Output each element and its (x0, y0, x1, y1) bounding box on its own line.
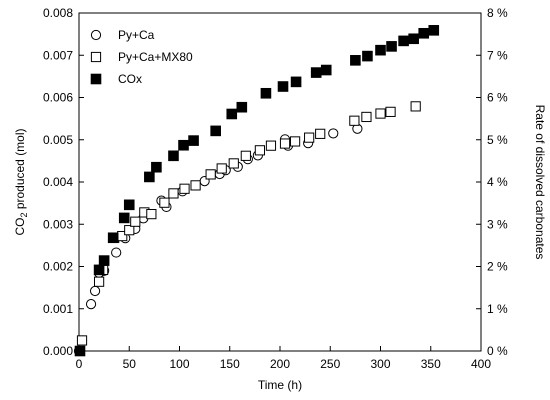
y-right-tick-label: 4 % (487, 175, 508, 189)
data-point (277, 81, 289, 92)
y-right-tick-label: 7 % (487, 48, 508, 62)
data-point (178, 139, 189, 151)
x-tick-label: 0 (76, 357, 83, 371)
data-point (428, 25, 440, 36)
data-point (216, 163, 227, 174)
data-point (375, 44, 386, 56)
y-left-tick-label: 0.007 (43, 48, 73, 62)
data-point (94, 276, 105, 287)
data-point (205, 169, 216, 180)
y-right-tick-label: 1 % (487, 302, 508, 316)
legend: Py+Ca Py+Ca+MX80 COx (90, 28, 193, 86)
axes: 0 50 100 150 200 250 300 350 400 0.000 0.001 0.002 0… (13, 6, 547, 392)
data-marks (73, 25, 440, 357)
data-point (210, 125, 221, 137)
data-point (144, 171, 155, 183)
y-right-tick-label: 0 % (487, 344, 508, 358)
data-point (118, 212, 130, 224)
data-point (123, 199, 135, 211)
data-point (74, 345, 86, 357)
y-right-tick-label: 5 % (487, 133, 508, 147)
data-point (93, 264, 105, 276)
data-point (98, 255, 110, 266)
y-left-tick-label: 0.001 (43, 302, 73, 316)
y-left-tick-label: 0.002 (43, 260, 73, 274)
data-point (190, 180, 201, 191)
data-point (188, 135, 199, 146)
data-point (310, 67, 322, 78)
data-point (107, 232, 119, 244)
legend-label: Py+Ca (118, 28, 155, 42)
y-right-tick-label: 3 % (487, 217, 508, 231)
y-right-tick-label: 2 % (487, 260, 508, 274)
series-cox (74, 25, 440, 357)
data-point (226, 108, 238, 120)
y-left-tick-label: 0.006 (43, 91, 73, 105)
data-point (254, 145, 266, 156)
data-point (279, 138, 291, 149)
data-point (111, 247, 122, 258)
x-tick-label: 100 (169, 357, 189, 371)
legend-label: Py+Ca+MX80 (118, 50, 193, 64)
y-left-tick-label: 0.003 (43, 217, 73, 231)
data-point (260, 87, 272, 99)
data-point (410, 101, 421, 112)
x-tick-label: 50 (123, 357, 137, 371)
data-point (361, 111, 372, 123)
legend-label: COx (118, 72, 142, 86)
x-tick-label: 400 (471, 357, 491, 371)
data-point (304, 132, 315, 143)
data-point (328, 128, 339, 139)
x-tick-label: 200 (270, 357, 290, 371)
y-left-axis-label: CO2 produced (mol) (13, 128, 29, 235)
data-point (236, 101, 248, 113)
data-point (290, 76, 302, 88)
data-point (146, 209, 157, 220)
y-right-tick-label: 6 % (487, 91, 508, 105)
data-point (228, 158, 239, 169)
legend-marker (90, 51, 102, 63)
data-point (418, 27, 430, 39)
data-point (124, 225, 135, 236)
legend-marker (90, 29, 102, 41)
data-point (385, 106, 396, 117)
data-point (289, 136, 301, 147)
x-tick-label: 350 (421, 357, 441, 371)
legend-marker (90, 73, 102, 85)
data-point (386, 41, 397, 52)
y-left-tick-label: 0.005 (43, 133, 73, 147)
data-point (350, 55, 361, 66)
data-point (375, 108, 386, 119)
data-point (168, 150, 179, 162)
data-point (168, 188, 179, 199)
y-left-tick-label: 0.000 (43, 344, 73, 358)
data-point (320, 64, 332, 76)
data-point (89, 285, 101, 297)
data-point (240, 150, 251, 161)
series-py-ca-mx80 (76, 101, 421, 346)
y-left-tick-label: 0.008 (43, 6, 73, 20)
data-point (349, 115, 360, 126)
x-tick-label: 150 (220, 357, 240, 371)
x-tick-label: 300 (370, 357, 390, 371)
data-point (179, 183, 190, 194)
data-point (408, 33, 419, 45)
x-axis-label: Time (h) (258, 378, 302, 392)
y-right-tick-label: 8 % (487, 6, 508, 20)
data-point (362, 50, 373, 62)
x-tick-label: 250 (320, 357, 340, 371)
data-point (85, 299, 97, 310)
y-left-tick-label: 0.004 (43, 175, 73, 189)
data-point (398, 35, 409, 47)
data-point (315, 128, 326, 139)
data-point (265, 140, 277, 151)
data-point (159, 197, 170, 208)
data-point (76, 335, 88, 346)
data-point (130, 216, 141, 227)
data-point (151, 161, 162, 173)
y-right-axis-label: Rate of dissolved carbonates (533, 105, 547, 260)
